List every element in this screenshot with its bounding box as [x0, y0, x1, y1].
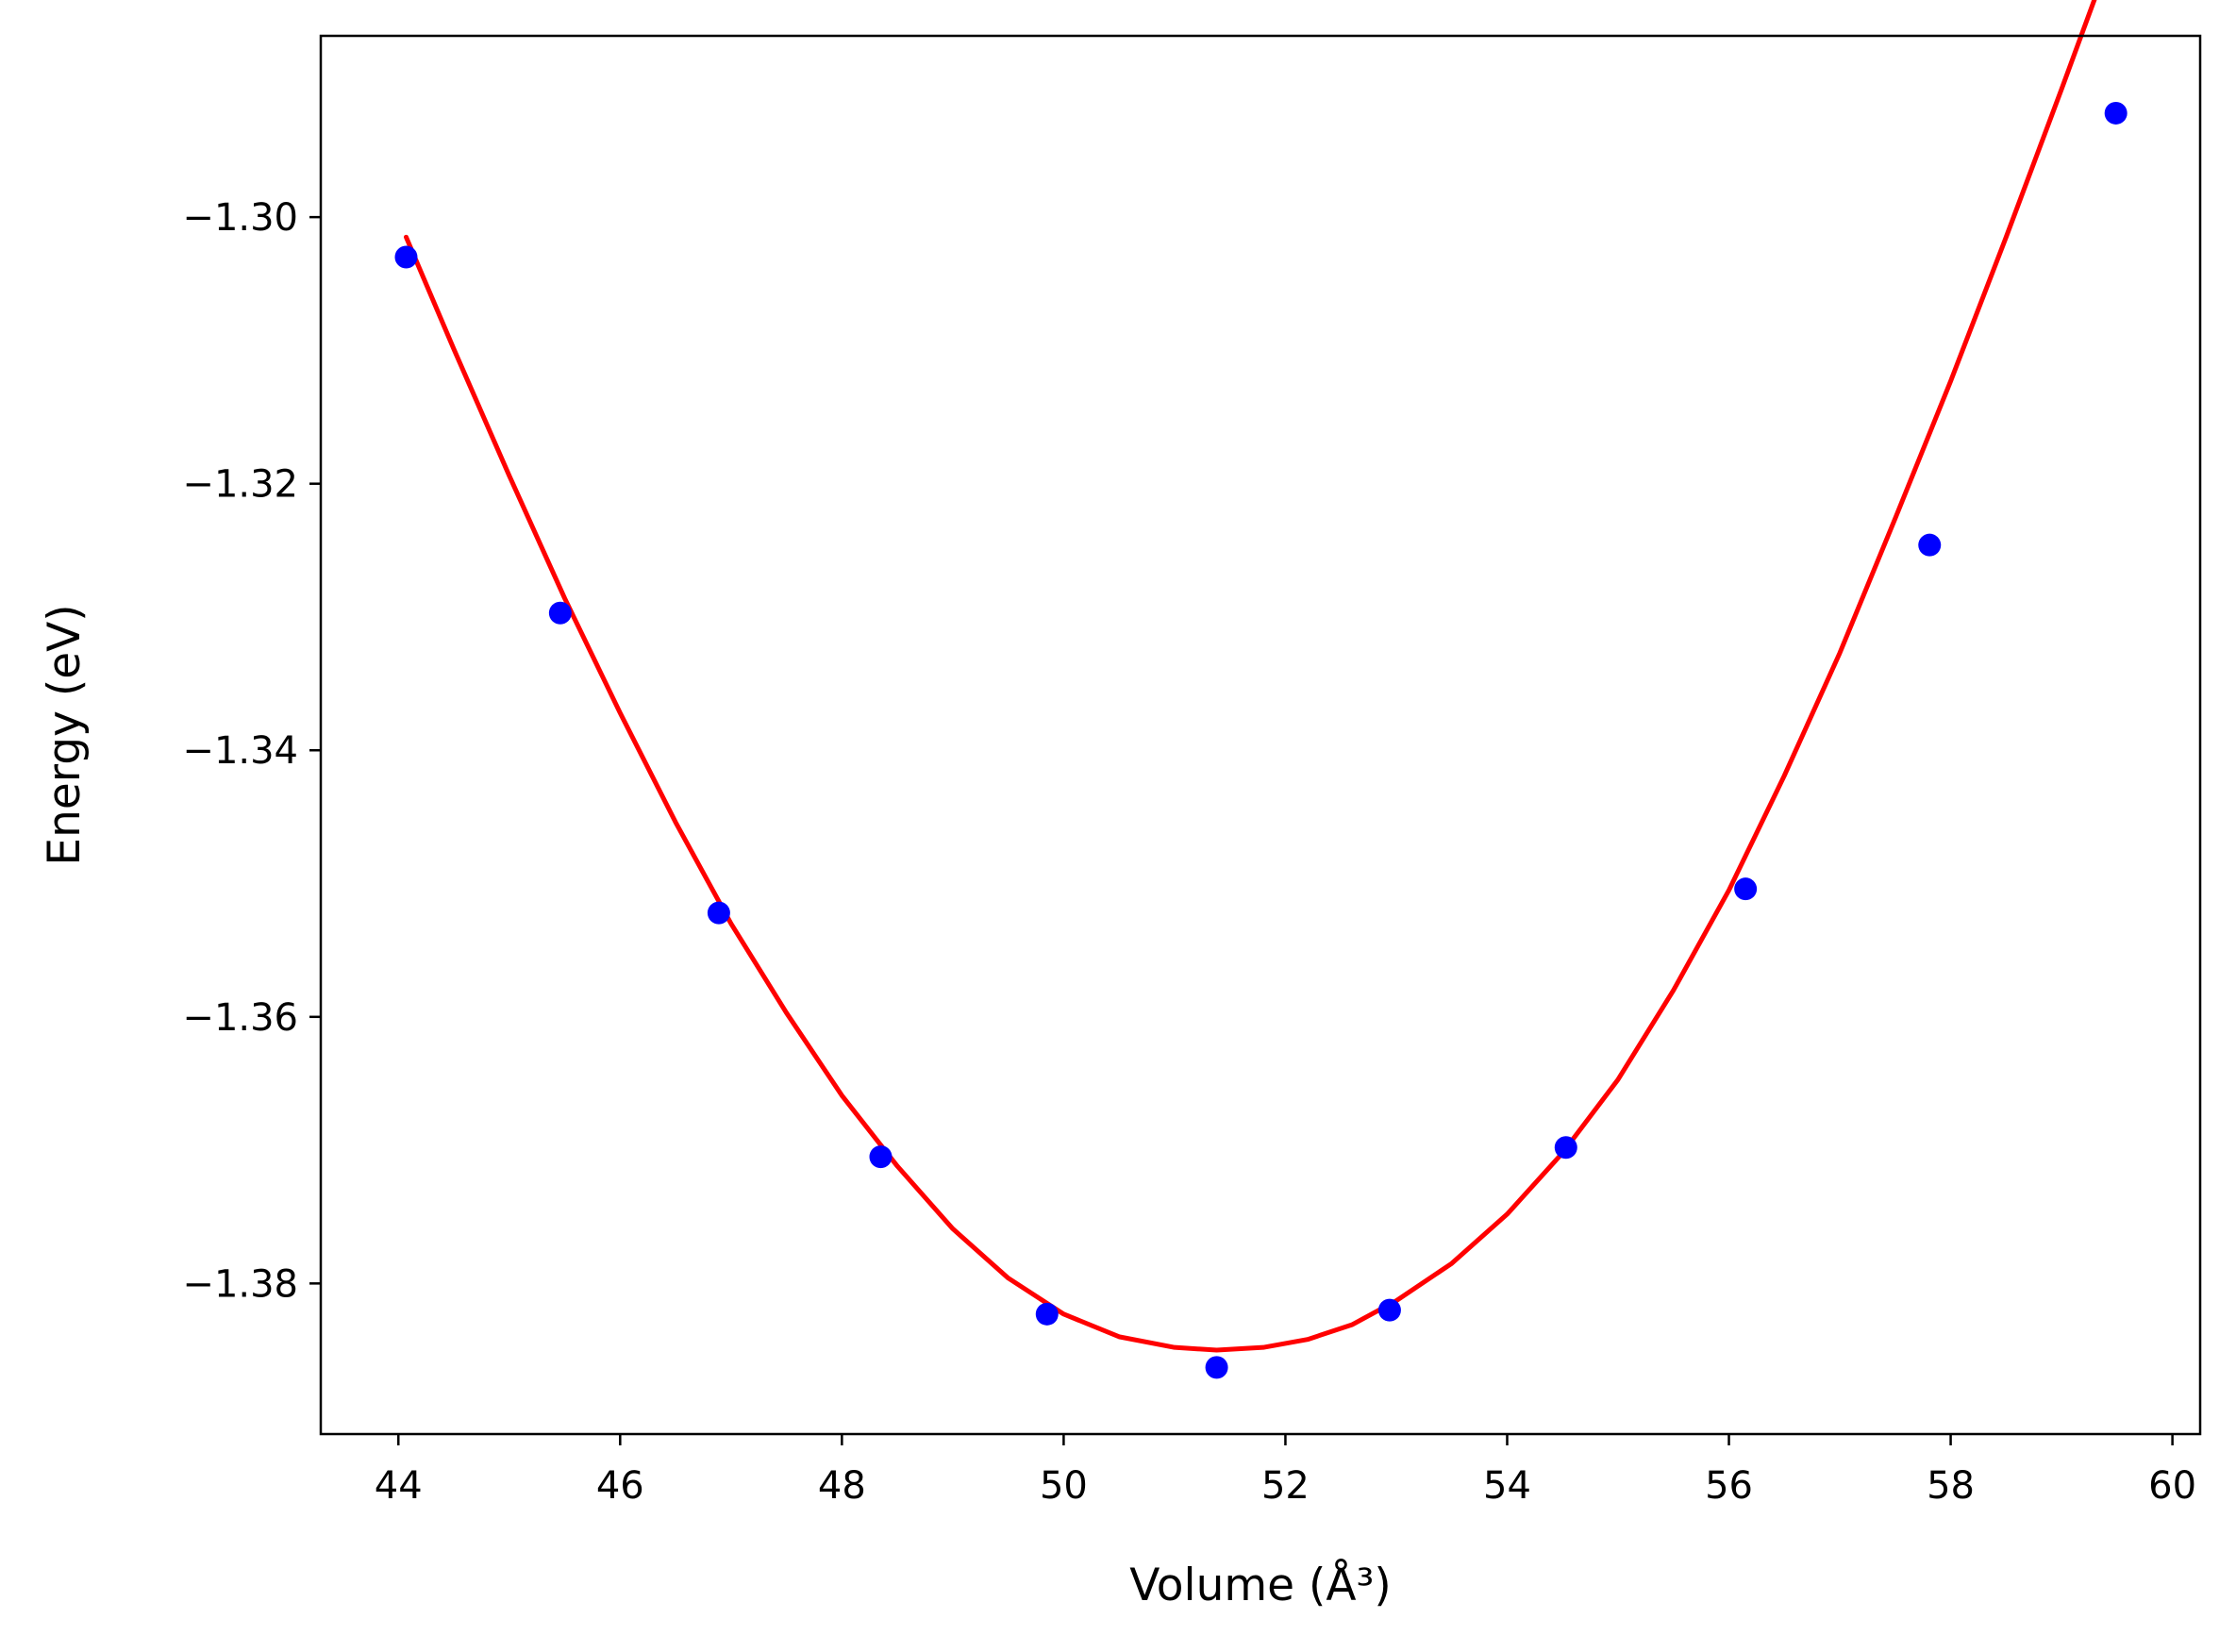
data-point	[1554, 1136, 1577, 1160]
fit-curve	[403, 0, 2097, 1353]
data-point	[2104, 101, 2128, 125]
data-point	[1205, 1356, 1228, 1379]
x-tick-label: 44	[375, 1464, 423, 1508]
x-tick-label: 60	[2148, 1464, 2196, 1508]
data-point	[1918, 533, 1942, 557]
data-point	[548, 601, 572, 625]
x-axis-label: Volume (Å³)	[1129, 1560, 1391, 1611]
y-tick-label: −1.36	[182, 996, 298, 1040]
data-point	[1035, 1302, 1059, 1326]
x-tick-label: 58	[1927, 1464, 1975, 1508]
x-axis-ticks: 44 46 48 50 52 54 56 58 60	[375, 1434, 2196, 1508]
data-point	[1734, 877, 1758, 901]
data-point	[394, 245, 418, 269]
y-tick-label: −1.32	[182, 463, 298, 507]
x-tick-label: 56	[1705, 1464, 1753, 1508]
y-tick-label: −1.30	[182, 196, 298, 240]
x-tick-label: 48	[818, 1464, 866, 1508]
data-point	[869, 1145, 893, 1169]
data-points-layer	[394, 101, 2128, 1379]
x-tick-label: 46	[596, 1464, 644, 1508]
x-tick-label: 54	[1483, 1464, 1531, 1508]
data-point	[1377, 1298, 1401, 1322]
y-axis-label: Energy (eV)	[39, 604, 91, 865]
x-tick-label: 52	[1261, 1464, 1310, 1508]
data-point	[707, 901, 730, 925]
fit-curve-layer	[403, 0, 2097, 1353]
y-tick-label: −1.34	[182, 729, 298, 773]
x-tick-label: 50	[1040, 1464, 1088, 1508]
y-tick-label: −1.38	[182, 1262, 298, 1306]
plot-frame	[319, 34, 2202, 1436]
y-axis-ticks: −1.38 −1.36 −1.34 −1.32 −1.30	[182, 196, 321, 1306]
